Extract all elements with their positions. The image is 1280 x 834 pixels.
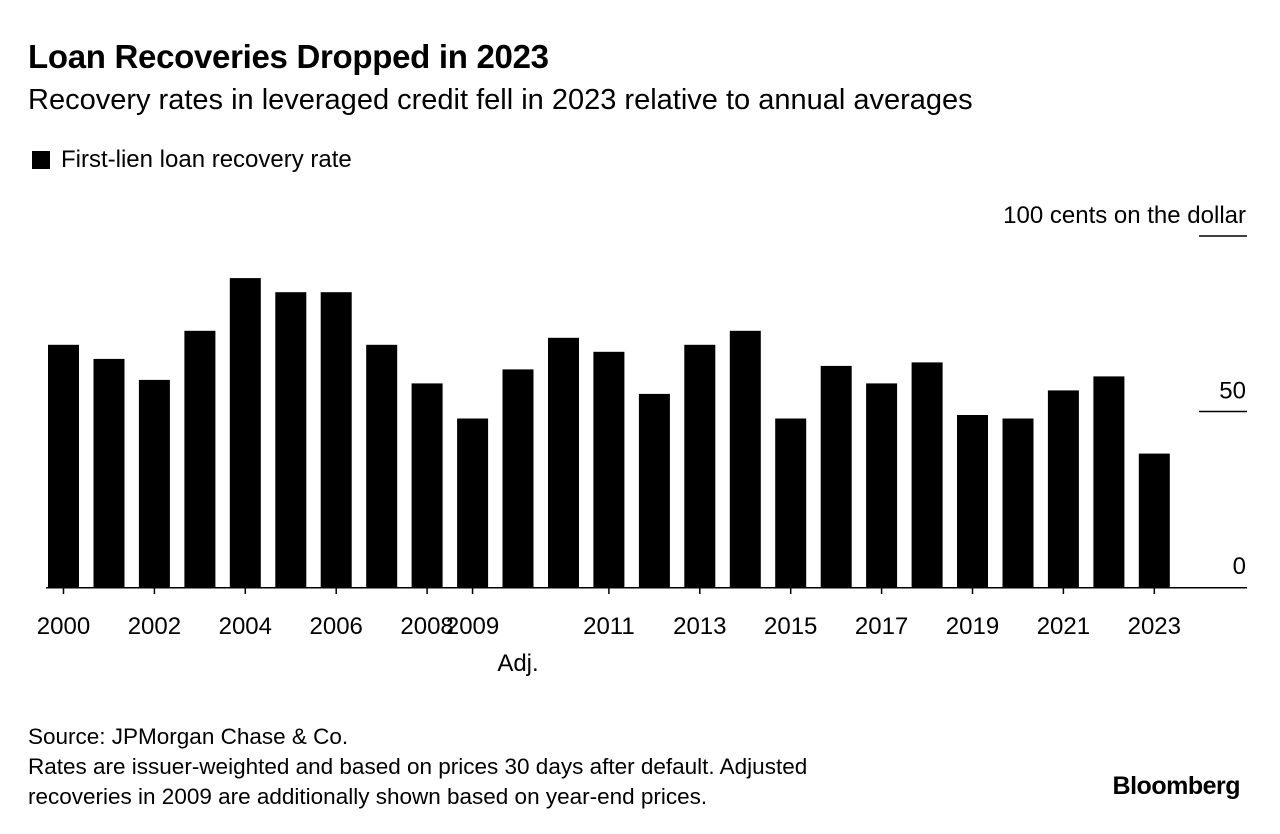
x-tick-label: 2023 xyxy=(1128,613,1181,640)
x-tick-label: 2000 xyxy=(37,613,90,640)
bar xyxy=(1047,390,1079,587)
bar xyxy=(684,344,716,587)
bar xyxy=(1002,418,1034,587)
x-tick-label: 2006 xyxy=(310,613,363,640)
legend-swatch xyxy=(32,151,50,169)
chart-title: Loan Recoveries Dropped in 2023 xyxy=(28,38,549,75)
chart-subtitle: Recovery rates in leveraged credit fell … xyxy=(28,84,973,116)
legend-label: First-lien loan recovery rate xyxy=(61,146,352,173)
x-tick-label: 2013 xyxy=(673,613,726,640)
y-tick-label: 100 cents on the dollar xyxy=(1003,202,1246,229)
bar xyxy=(1093,376,1125,587)
x-tick-label: 2004 xyxy=(219,613,272,640)
bar xyxy=(457,418,489,587)
bar xyxy=(866,383,898,587)
bar xyxy=(320,292,352,587)
bar xyxy=(775,418,807,587)
x-tick-label: 2011 xyxy=(583,613,635,640)
footnote: Source: JPMorgan Chase & Co. Rates are i… xyxy=(28,722,807,812)
bar xyxy=(93,358,125,587)
bar xyxy=(366,344,398,587)
y-tick-label: 0 xyxy=(1233,553,1246,580)
x-tick-label: 2008 xyxy=(400,613,453,640)
x-tick-label: 2002 xyxy=(128,613,181,640)
bar xyxy=(48,344,79,587)
x-tick-sublabel: Adj. xyxy=(497,650,538,677)
bar xyxy=(638,393,670,587)
bar xyxy=(729,330,761,587)
note-line-1: Rates are issuer-weighted and based on p… xyxy=(28,754,808,779)
bar xyxy=(1138,453,1170,587)
x-tick-label: 2015 xyxy=(764,613,817,640)
bar xyxy=(502,369,534,587)
x-tick-label: 2021 xyxy=(1037,613,1090,640)
bloomberg-logo: Bloomberg xyxy=(1112,772,1241,800)
bar xyxy=(593,351,625,587)
bar xyxy=(957,415,988,587)
y-tick-label: 50 xyxy=(1219,378,1246,405)
note-line-2: recoveries in 2009 are additionally show… xyxy=(28,784,708,809)
x-tick-label: 2017 xyxy=(855,613,908,640)
bar xyxy=(138,379,170,587)
legend: First-lien loan recovery rate xyxy=(32,146,352,174)
bar xyxy=(911,362,943,587)
bar xyxy=(411,383,443,587)
bar xyxy=(229,278,261,587)
source-text: Source: JPMorgan Chase & Co. xyxy=(28,724,349,749)
bar xyxy=(184,330,216,587)
bar xyxy=(275,292,307,587)
bar xyxy=(548,337,579,587)
bar xyxy=(820,365,852,587)
x-tick-label: 2009 xyxy=(446,613,499,640)
x-tick-label: 2019 xyxy=(946,613,999,640)
